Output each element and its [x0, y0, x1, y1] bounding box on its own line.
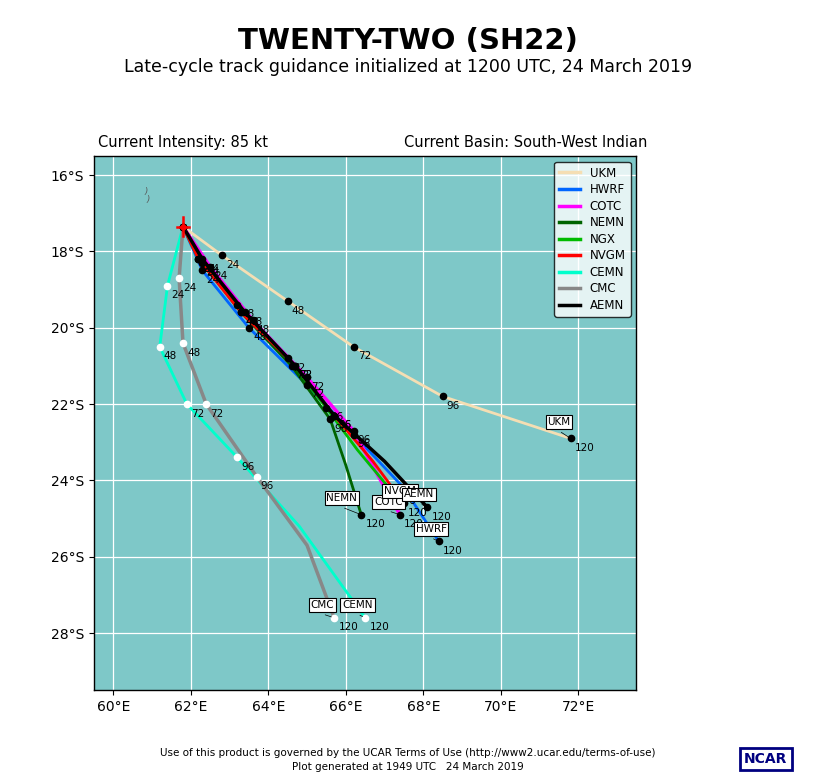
Text: ): ) [147, 195, 149, 204]
Text: 120: 120 [397, 496, 416, 506]
Text: COTC: COTC [374, 497, 403, 507]
Text: ): ) [144, 187, 148, 196]
Text: 72: 72 [295, 370, 309, 381]
Text: 24: 24 [226, 260, 239, 270]
Text: NEMN: NEMN [326, 493, 357, 503]
Text: 48: 48 [257, 324, 270, 335]
Text: 48: 48 [187, 348, 201, 357]
Text: 96: 96 [242, 462, 255, 472]
Text: 96: 96 [330, 413, 344, 423]
Text: 72: 72 [292, 363, 305, 373]
Text: 120: 120 [443, 546, 463, 556]
Text: 96: 96 [335, 424, 348, 434]
Text: 72: 72 [311, 389, 325, 399]
Text: 120: 120 [574, 443, 595, 453]
Text: 48: 48 [249, 317, 263, 327]
Text: 24: 24 [215, 271, 228, 281]
Text: 72: 72 [191, 409, 204, 419]
Text: Plot generated at 1949 UTC   24 March 2019: Plot generated at 1949 UTC 24 March 2019 [292, 762, 524, 772]
Text: Use of this product is governed by the UCAR Terms of Use (http://www2.ucar.edu/t: Use of this product is governed by the U… [160, 748, 656, 758]
Text: 24: 24 [184, 282, 197, 292]
Text: UKM: UKM [548, 417, 570, 427]
Text: CMC: CMC [311, 600, 335, 610]
Text: 96: 96 [339, 420, 352, 430]
Text: 96: 96 [261, 481, 274, 491]
Text: 120: 120 [366, 519, 385, 530]
Text: 72: 72 [299, 370, 313, 381]
Text: 72: 72 [311, 382, 325, 392]
Text: 48: 48 [164, 351, 177, 361]
Text: 24: 24 [202, 264, 216, 274]
Text: Late-cycle track guidance initialized at 1200 UTC, 24 March 2019: Late-cycle track guidance initialized at… [124, 58, 692, 76]
Text: 48: 48 [253, 332, 266, 342]
Text: 120: 120 [408, 508, 428, 518]
Text: HWRF: HWRF [415, 524, 446, 534]
Text: 96: 96 [357, 435, 371, 445]
Text: 96: 96 [339, 420, 352, 430]
Text: 120: 120 [432, 512, 451, 522]
Text: TWENTY-TWO (SH22): TWENTY-TWO (SH22) [238, 27, 578, 55]
Text: NVGM: NVGM [384, 486, 416, 495]
Text: 24: 24 [206, 268, 220, 278]
Text: 48: 48 [246, 317, 259, 327]
Text: 24: 24 [202, 264, 216, 274]
Text: AEMN: AEMN [404, 490, 435, 499]
Text: 96: 96 [447, 401, 460, 411]
Text: 120: 120 [370, 622, 389, 633]
Text: 48: 48 [246, 317, 259, 327]
Text: 72: 72 [299, 370, 313, 381]
Text: 96: 96 [357, 439, 371, 449]
Text: 24: 24 [206, 264, 220, 274]
Text: 24: 24 [171, 290, 185, 300]
Text: 48: 48 [242, 310, 255, 319]
Text: 120: 120 [404, 519, 424, 530]
Text: Current Intensity: 85 kt: Current Intensity: 85 kt [98, 135, 268, 150]
Text: NCAR: NCAR [744, 752, 787, 766]
Text: Current Basin: South-West Indian: Current Basin: South-West Indian [404, 135, 647, 150]
Text: CEMN: CEMN [342, 600, 373, 610]
Text: 72: 72 [211, 409, 224, 419]
Text: 120: 120 [339, 622, 358, 633]
Text: 72: 72 [357, 351, 371, 361]
Legend: UKM, HWRF, COTC, NEMN, NGX, NVGM, CEMN, CMC, AEMN: UKM, HWRF, COTC, NEMN, NGX, NVGM, CEMN, … [554, 162, 631, 317]
Text: 48: 48 [292, 306, 305, 316]
Text: 24: 24 [206, 275, 220, 285]
